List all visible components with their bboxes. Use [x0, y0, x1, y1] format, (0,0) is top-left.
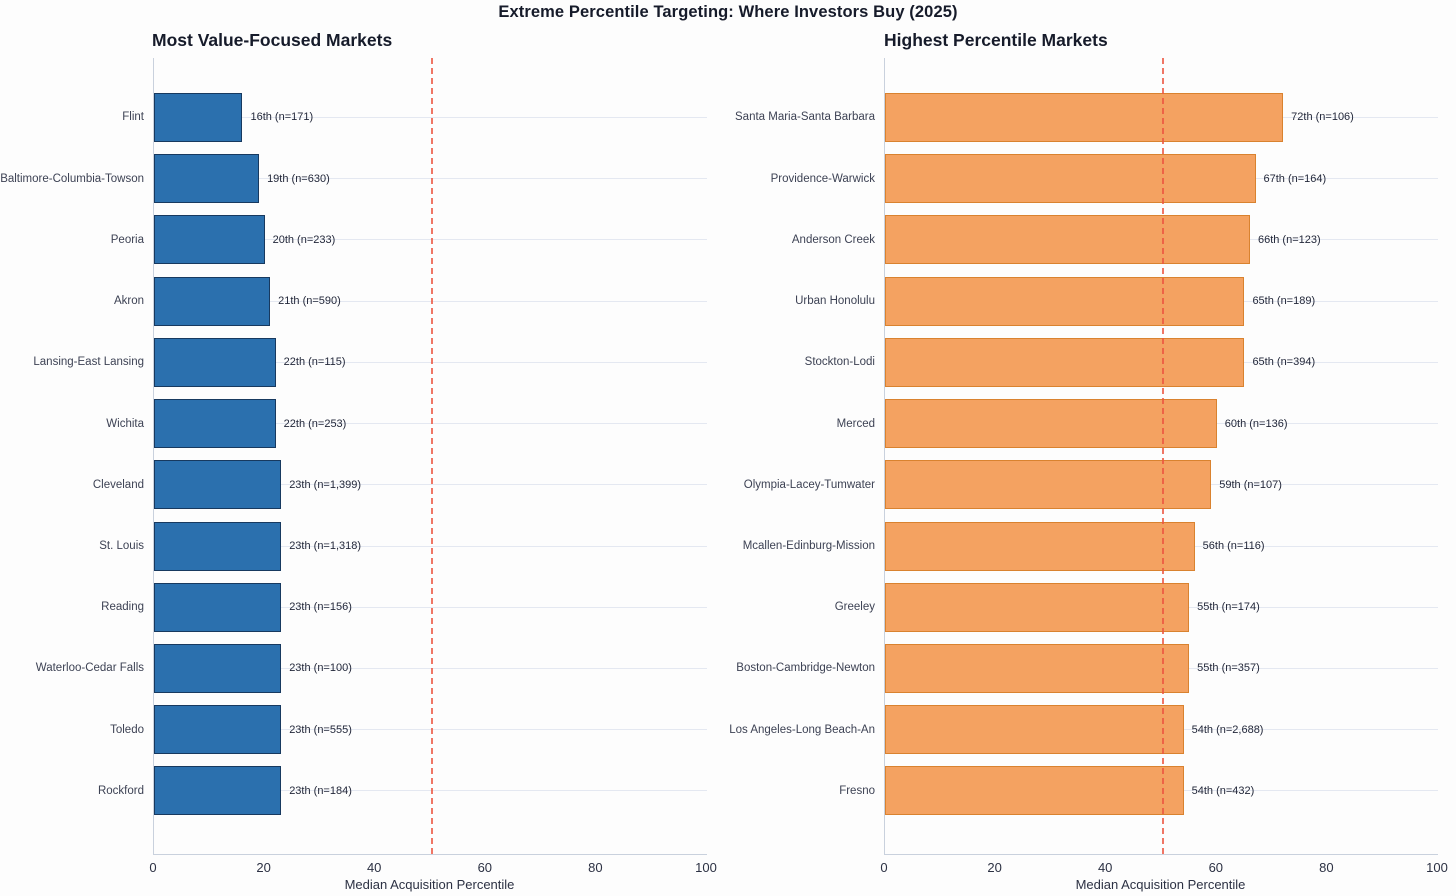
- category-label: Mcallen-Edinburg-Mission: [742, 540, 875, 552]
- bar: [885, 766, 1184, 816]
- category-label: Lansing-East Lansing: [33, 356, 144, 369]
- category-label: Waterloo-Cedar Falls: [35, 662, 144, 675]
- bar: [885, 92, 1284, 142]
- x-tick-label: 80: [1319, 860, 1334, 875]
- category-label: Los Angeles-Long Beach-An: [729, 723, 875, 736]
- bar: [154, 521, 282, 571]
- x-tick-label: 100: [1426, 860, 1448, 875]
- category-label: Akron: [113, 295, 144, 308]
- bar-value-label: 23th (n=1,318): [289, 540, 362, 552]
- category-label: Providence-Warwick: [770, 172, 875, 185]
- category-label: Flint: [122, 111, 144, 124]
- bar-value-label: 23th (n=156): [289, 601, 352, 614]
- category-label: Merced: [836, 417, 875, 430]
- bar-value-label: 54th (n=432): [1191, 784, 1255, 797]
- category-label: Fresno: [839, 784, 875, 797]
- bar: [885, 582, 1190, 632]
- x-tick-label: 40: [366, 860, 382, 875]
- bar: [154, 399, 276, 449]
- bar-value-label: 56th (n=116): [1202, 540, 1265, 552]
- bar-value-label: 23th (n=1,399): [289, 478, 362, 491]
- category-label: Cleveland: [92, 478, 144, 491]
- x-tick-label: 80: [588, 860, 603, 875]
- bar-value-label: 55th (n=174): [1197, 601, 1260, 614]
- bar-value-label: 21th (n=590): [278, 295, 341, 308]
- bar: [885, 643, 1190, 693]
- bar: [154, 705, 282, 755]
- bar-value-label: 72th (n=106): [1291, 111, 1354, 124]
- x-tick-label: 100: [695, 860, 717, 875]
- bar: [154, 337, 276, 387]
- bar-value-label: 22th (n=253): [283, 417, 347, 430]
- bar: [154, 643, 282, 693]
- bar-value-label: 22th (n=115): [283, 356, 346, 369]
- bar: [885, 705, 1184, 755]
- category-label: Toledo: [110, 723, 144, 736]
- category-label: Reading: [101, 601, 144, 614]
- figure-title: Extreme Percentile Targeting: Where Inve…: [498, 3, 958, 21]
- x-tick-label: 0: [880, 860, 888, 875]
- x-tick-label: 20: [256, 860, 271, 875]
- bar-value-label: 65th (n=394): [1252, 356, 1316, 369]
- bar-value-label: 59th (n=107): [1219, 478, 1282, 491]
- bar-value-label: 60th (n=136): [1224, 417, 1288, 430]
- bar: [885, 337, 1245, 387]
- category-label: Anderson Creek: [791, 233, 875, 246]
- x-axis-right: 0 20 40 60 80 100: [880, 860, 1447, 878]
- category-label: Greeley: [834, 601, 875, 614]
- median-reference-line: [1161, 58, 1164, 854]
- x-tick-label: 20: [987, 860, 1002, 875]
- bar: [154, 460, 282, 510]
- subplot-title-left: Most Value-Focused Markets: [152, 30, 393, 50]
- subplot-title-right: Highest Percentile Markets: [884, 30, 1108, 50]
- bar-value-label: 23th (n=184): [289, 784, 352, 797]
- x-tick-label: 60: [477, 860, 493, 875]
- category-label: Urban Honolulu: [795, 295, 875, 308]
- bar: [885, 215, 1250, 265]
- x-tick-label: 40: [1097, 860, 1113, 875]
- bar: [154, 766, 282, 816]
- category-label: Stockton-Lodi: [804, 356, 875, 369]
- plot-area-right: Santa Maria-Santa Barbara 72th (n=106) Pro…: [729, 58, 1438, 855]
- x-axis-label-right: Median Acquisition Percentile: [1075, 877, 1246, 892]
- bar: [885, 276, 1245, 326]
- category-label: Wichita: [106, 417, 144, 430]
- category-label: Rockford: [97, 784, 144, 797]
- bar: [885, 521, 1195, 571]
- bar-value-label: 67th (n=164): [1263, 172, 1327, 185]
- bar: [154, 154, 260, 204]
- category-label: Peoria: [110, 233, 144, 246]
- bar-value-label: 20th (n=233): [272, 233, 336, 246]
- bar: [885, 460, 1212, 510]
- bar: [154, 276, 271, 326]
- bar: [885, 154, 1256, 204]
- x-axis-label-left: Median Acquisition Percentile: [344, 877, 515, 892]
- bar-value-label: 54th (n=2,688): [1191, 723, 1264, 736]
- median-reference-line: [430, 58, 433, 854]
- bar: [154, 92, 243, 142]
- bar: [154, 215, 265, 265]
- category-label: Boston-Cambridge-Newton: [736, 662, 875, 675]
- category-label: Olympia-Lacey-Tumwater: [743, 478, 875, 491]
- category-label: Baltimore-Columbia-Towson: [0, 172, 144, 185]
- bar-value-label: 65th (n=189): [1252, 295, 1316, 308]
- category-label: St. Louis: [99, 540, 144, 552]
- bar-value-label: 23th (n=555): [289, 723, 352, 736]
- x-axis-left: 0 20 40 60 80 100: [149, 860, 716, 878]
- bar-value-label: 23th (n=100): [289, 662, 352, 675]
- category-label: Santa Maria-Santa Barbara: [735, 111, 875, 124]
- bar-value-label: 55th (n=357): [1197, 662, 1260, 675]
- bar-value-label: 66th (n=123): [1257, 233, 1321, 246]
- bar-value-label: 16th (n=171): [250, 111, 314, 124]
- bar: [885, 399, 1217, 449]
- x-tick-label: 0: [149, 860, 157, 875]
- bar: [154, 582, 282, 632]
- x-tick-label: 60: [1208, 860, 1224, 875]
- plot-area-left: Flint 16th (n=171) Baltimore-Columbia-Tows…: [0, 58, 707, 855]
- bar-value-label: 19th (n=630): [267, 172, 330, 185]
